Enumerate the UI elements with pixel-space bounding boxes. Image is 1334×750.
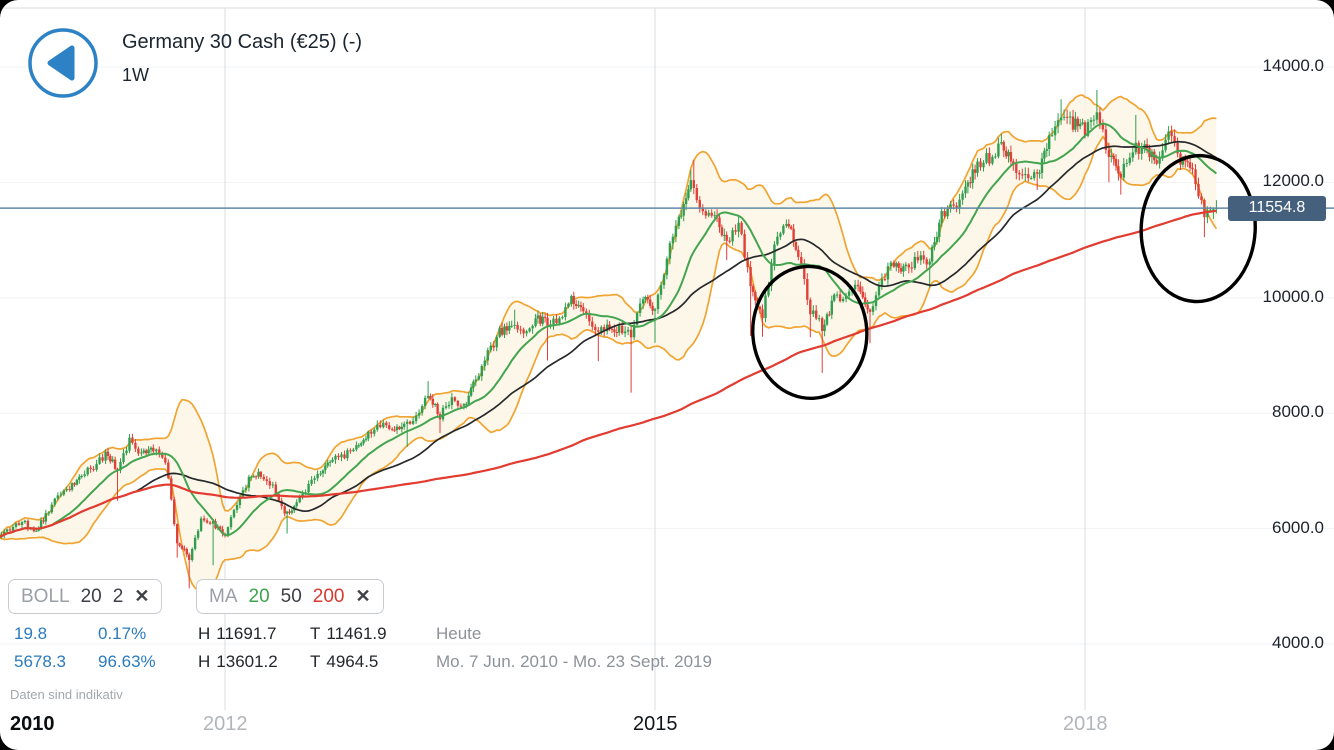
remove-boll-icon[interactable]: ✕ xyxy=(134,586,150,606)
low-label: T xyxy=(310,624,321,643)
price-tick: 14000.0 xyxy=(1262,56,1324,75)
change-percent: 0.17% xyxy=(98,624,147,643)
ma-chip-name: MA xyxy=(209,585,238,607)
back-arrow-icon xyxy=(28,28,98,98)
year-label: 2015 xyxy=(633,713,678,735)
price-tick: 12000.0 xyxy=(1262,171,1324,191)
stats-row-current: 19.8 0.17% H 11691.7 T 11461.9 Heute xyxy=(14,624,481,646)
year-label: 2010 xyxy=(10,713,55,735)
high-value: 13601.2 xyxy=(216,652,278,671)
indicator-chip-ma[interactable]: MA 20 50 200 ✕ xyxy=(196,579,384,614)
low-value: 11461.9 xyxy=(326,624,387,643)
price-tick: 6000.0 xyxy=(1272,517,1324,537)
boll-period-value: 20 xyxy=(80,585,102,607)
ma20-param: 20 xyxy=(248,585,270,607)
back-button[interactable] xyxy=(27,27,99,99)
change-value: 19.8 xyxy=(14,624,48,643)
price-tick: 4000.0 xyxy=(1272,633,1324,652)
period-label: Heute xyxy=(436,624,482,643)
bollinger-upper-line xyxy=(0,94,1217,537)
period-label: Mo. 7 Jun. 2010 - Mo. 23 Sept. 2019 xyxy=(436,652,712,671)
year-label: 2012 xyxy=(203,713,248,735)
price-tick: 10000.0 xyxy=(1262,286,1324,306)
ma200-param: 200 xyxy=(312,585,345,607)
high-label: H xyxy=(198,624,211,643)
price-tick: 8000.0 xyxy=(1272,402,1324,422)
boll-chip-name: BOLL xyxy=(21,585,70,607)
change-value: 5678.3 xyxy=(14,652,66,671)
ma50-line xyxy=(0,140,1217,538)
instrument-title: Germany 30 Cash (€25) (-) xyxy=(122,31,363,53)
ma50-param: 50 xyxy=(280,585,302,607)
high-value: 11691.7 xyxy=(216,624,277,643)
timeframe-label: 1W xyxy=(122,65,149,85)
high-label: H xyxy=(198,652,211,671)
ma20-line xyxy=(0,122,1218,538)
boll-deviation-value: 2 xyxy=(112,585,124,607)
low-label: T xyxy=(310,652,321,671)
low-value: 4964.5 xyxy=(326,652,379,671)
indicator-chip-boll[interactable]: BOLL 20 2 ✕ xyxy=(8,579,163,614)
disclaimer-text: Daten sind indikativ xyxy=(10,687,123,702)
ma200-line xyxy=(0,209,1217,538)
change-percent: 96.63% xyxy=(98,652,156,671)
bollinger-fill xyxy=(0,95,1217,591)
stats-row-total: 5678.3 96.63% H 13601.2 T 4964.5 Mo. 7 Jun… xyxy=(14,652,712,674)
annotation-circle xyxy=(1139,153,1257,304)
last-price-badge: 11554.8 xyxy=(1228,195,1326,221)
annotation-circle xyxy=(751,264,869,401)
candle-series xyxy=(0,90,1218,589)
year-label: 2018 xyxy=(1062,713,1108,735)
remove-ma-icon[interactable]: ✕ xyxy=(355,586,371,606)
